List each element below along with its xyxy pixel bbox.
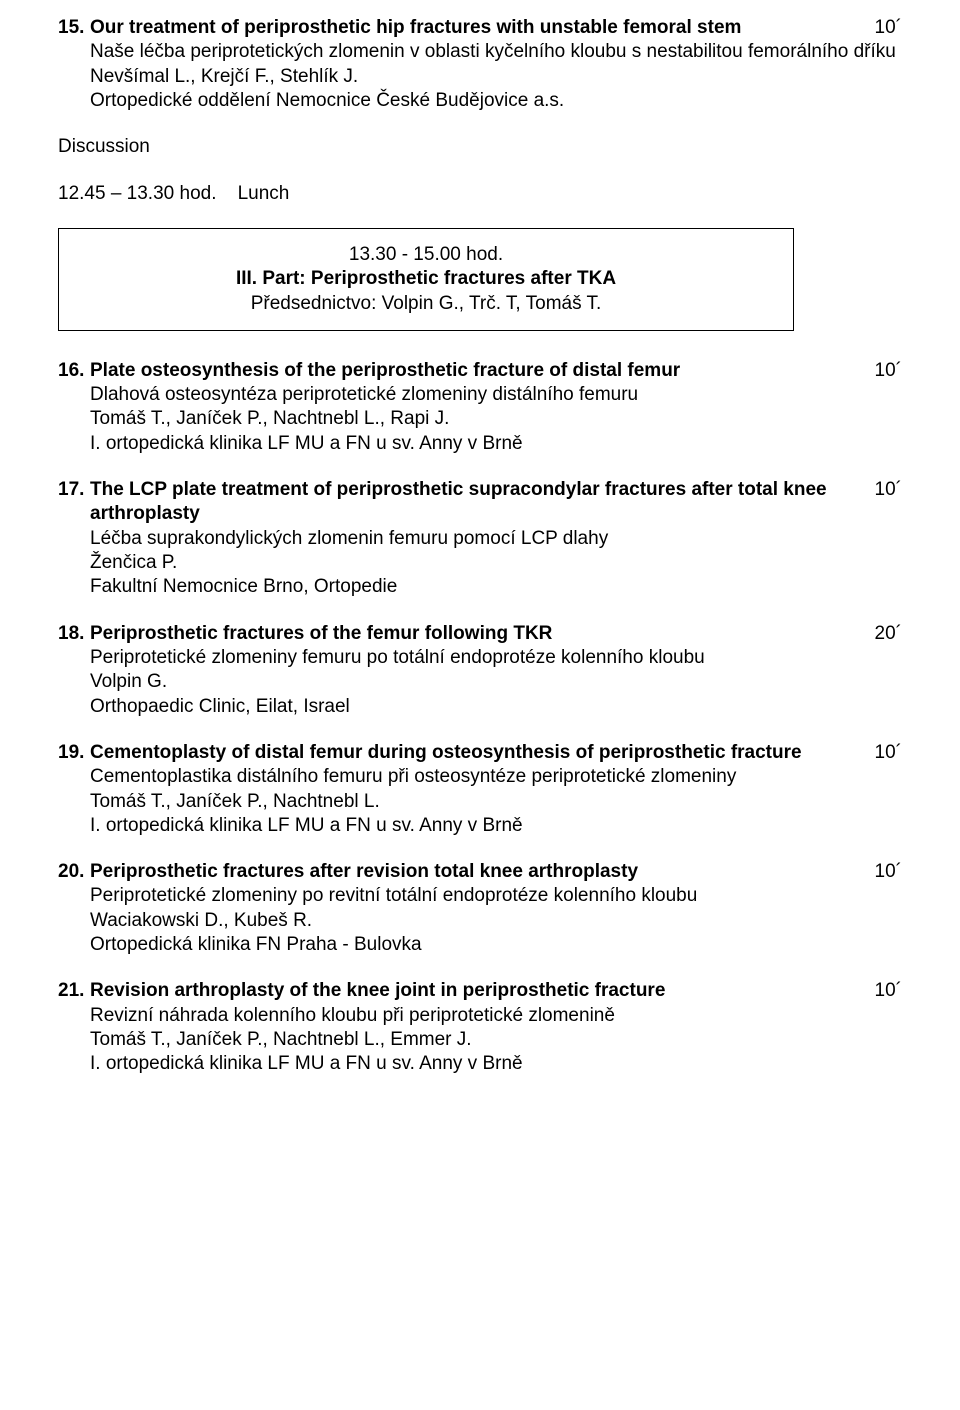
program-entry: 15. Our treatment of periprosthetic hip … (58, 16, 902, 113)
entry-title-line: Cementoplasty of distal femur during ost… (90, 741, 902, 765)
entry-affiliation: I. ortopedická klinika LF MU a FN u sv. … (90, 814, 902, 838)
discussion-label: Discussion (58, 135, 902, 159)
entry-authors: Ženčica P. (90, 551, 902, 575)
entry-title: Periprosthetic fractures after revision … (90, 860, 863, 884)
program-entry: 18. Periprosthetic fractures of the femu… (58, 622, 902, 719)
entry-authors: Tomáš T., Janíček P., Nachtnebl L., Emme… (90, 1028, 902, 1052)
entry-title-line: Our treatment of periprosthetic hip frac… (90, 16, 902, 40)
entry-title-line: Plate osteosynthesis of the periprosthet… (90, 359, 902, 383)
entry-body: Plate osteosynthesis of the periprosthet… (90, 359, 902, 456)
entry-subtitle: Periprotetické zlomeniny femuru po totál… (90, 646, 902, 670)
entry-affiliation: I. ortopedická klinika LF MU a FN u sv. … (90, 1052, 902, 1076)
entry-body: Cementoplasty of distal femur during ost… (90, 741, 902, 838)
entry-subtitle: Naše léčba periprotetických zlomenin v o… (90, 40, 902, 64)
entry-number: 15. (58, 16, 90, 113)
program-entry: 17. The LCP plate treatment of periprost… (58, 478, 902, 600)
entry-body: Our treatment of periprosthetic hip frac… (90, 16, 902, 113)
entry-duration: 10´ (863, 860, 902, 884)
entry-subtitle: Revizní náhrada kolenního kloubu při per… (90, 1004, 902, 1028)
entry-title-line: Revision arthroplasty of the knee joint … (90, 979, 902, 1003)
entry-affiliation: I. ortopedická klinika LF MU a FN u sv. … (90, 432, 902, 456)
entry-number: 17. (58, 478, 90, 600)
entry-body: The LCP plate treatment of periprostheti… (90, 478, 902, 600)
session-chair: Předsednictvo: Volpin G., Trč. T, Tomáš … (77, 292, 775, 316)
entry-subtitle: Léčba suprakondylických zlomenin femuru … (90, 527, 902, 551)
entry-subtitle: Dlahová osteosyntéza periprotetické zlom… (90, 383, 902, 407)
discussion-block: Discussion (58, 135, 902, 159)
entry-body: Revision arthroplasty of the knee joint … (90, 979, 902, 1076)
entry-affiliation: Fakultní Nemocnice Brno, Ortopedie (90, 575, 902, 599)
lunch-line: 12.45 – 13.30 hod. Lunch (58, 182, 902, 206)
entry-body: Periprosthetic fractures of the femur fo… (90, 622, 902, 719)
program-entry: 20. Periprosthetic fractures after revis… (58, 860, 902, 957)
program-entry: 19. Cementoplasty of distal femur during… (58, 741, 902, 838)
entry-title: Periprosthetic fractures of the femur fo… (90, 622, 863, 646)
entry-subtitle: Cementoplastika distálního femuru při os… (90, 765, 902, 789)
entry-title-line: Periprosthetic fractures after revision … (90, 860, 902, 884)
entry-title: Cementoplasty of distal femur during ost… (90, 741, 863, 765)
entry-title: The LCP plate treatment of periprostheti… (90, 478, 863, 527)
entry-duration: 10´ (863, 979, 902, 1003)
entry-duration: 20´ (863, 622, 902, 646)
entry-title-line: Periprosthetic fractures of the femur fo… (90, 622, 902, 646)
page: 15. Our treatment of periprosthetic hip … (0, 0, 960, 1410)
entry-authors: Nevšímal L., Krejčí F., Stehlík J. (90, 65, 902, 89)
entry-number: 19. (58, 741, 90, 838)
entry-duration: 10´ (863, 359, 902, 383)
entry-body: Periprosthetic fractures after revision … (90, 860, 902, 957)
entry-title: Revision arthroplasty of the knee joint … (90, 979, 863, 1003)
entry-number: 18. (58, 622, 90, 719)
entry-affiliation: Ortopedická klinika FN Praha - Bulovka (90, 933, 902, 957)
entry-affiliation: Ortopedické oddělení Nemocnice České Bud… (90, 89, 902, 113)
entry-subtitle: Periprotetické zlomeniny po revitní totá… (90, 884, 902, 908)
session-time: 13.30 - 15.00 hod. (77, 243, 775, 267)
program-entry: 16. Plate osteosynthesis of the peripros… (58, 359, 902, 456)
entry-affiliation: Orthopaedic Clinic, Eilat, Israel (90, 695, 902, 719)
entry-title-line: The LCP plate treatment of periprostheti… (90, 478, 902, 527)
entry-duration: 10´ (863, 741, 902, 765)
entry-authors: Tomáš T., Janíček P., Nachtnebl L., Rapi… (90, 407, 902, 431)
program-entry: 21. Revision arthroplasty of the knee jo… (58, 979, 902, 1076)
session-title: III. Part: Periprosthetic fractures afte… (77, 267, 775, 291)
entry-number: 20. (58, 860, 90, 957)
entry-title: Our treatment of periprosthetic hip frac… (90, 16, 863, 40)
entry-authors: Tomáš T., Janíček P., Nachtnebl L. (90, 790, 902, 814)
entry-title: Plate osteosynthesis of the periprosthet… (90, 359, 863, 383)
entry-number: 21. (58, 979, 90, 1076)
session-box: 13.30 - 15.00 hod. III. Part: Periprosth… (58, 228, 794, 331)
entry-duration: 10´ (863, 478, 902, 502)
entry-number: 16. (58, 359, 90, 456)
entry-authors: Volpin G. (90, 670, 902, 694)
entry-duration: 10´ (863, 16, 902, 40)
entry-authors: Waciakowski D., Kubeš R. (90, 909, 902, 933)
